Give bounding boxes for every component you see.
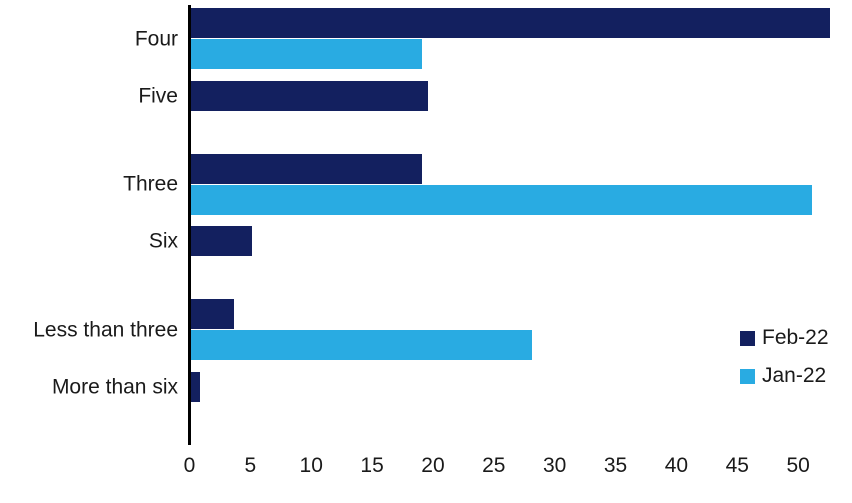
bar-jan-22-four	[191, 39, 423, 69]
bar-feb-22-more-than-six	[191, 372, 200, 402]
x-tick-label-5: 5	[244, 454, 257, 477]
x-tick-label-45: 45	[725, 454, 749, 477]
category-label-three: Three	[123, 172, 178, 196]
legend-label-feb22: Feb-22	[762, 326, 829, 349]
legend-swatch-jan22-icon	[740, 368, 755, 384]
category-label-four: Four	[134, 27, 178, 50]
y-axis-line	[188, 5, 191, 445]
x-tick-label-10: 10	[299, 454, 323, 477]
legend-item-feb22: Feb-22	[740, 326, 829, 350]
category-label-more-than-six: More than six	[51, 375, 178, 399]
category-label-less-than-three: Less than three	[33, 318, 178, 342]
bar-feb-22-six	[191, 226, 252, 257]
bar-feb-22-three	[191, 153, 423, 184]
legend-label-jan22: Jan-22	[762, 364, 827, 387]
x-tick-label-0: 0	[183, 454, 196, 477]
x-tick-label-35: 35	[603, 454, 628, 477]
bar-feb-22-four	[191, 8, 831, 38]
x-tick-label-25: 25	[482, 454, 506, 477]
x-tick-label-20: 20	[421, 454, 445, 477]
category-label-five: Five	[138, 84, 178, 108]
category-label-six: Six	[148, 229, 178, 253]
legend: Feb-22 Jan-22	[740, 326, 829, 388]
bar-feb-22-less-than-three	[191, 299, 234, 330]
bar-feb-22-five	[191, 80, 429, 111]
legend-item-jan22: Jan-22	[740, 364, 829, 388]
bar-jan-22-three	[191, 184, 812, 215]
legend-swatch-feb22-icon	[740, 330, 755, 346]
x-tick-label-15: 15	[360, 454, 384, 477]
x-tick-label-30: 30	[543, 454, 567, 477]
x-tick-label-40: 40	[664, 454, 689, 477]
x-tick-label-50: 50	[786, 454, 810, 477]
bar-jan-22-less-than-three	[191, 330, 532, 361]
